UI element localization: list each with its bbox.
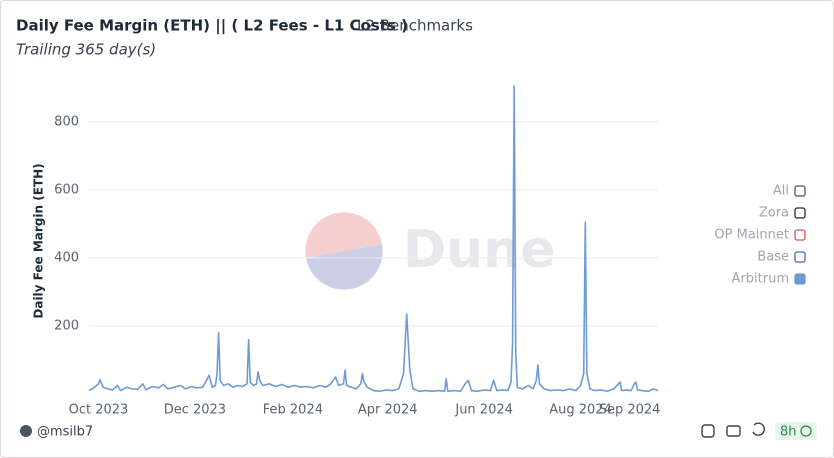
legend-label: OP Mainnet xyxy=(714,228,789,243)
chart-category: L2 Benchmarks xyxy=(357,17,473,35)
camera-icon[interactable] xyxy=(726,425,741,437)
share-icon[interactable] xyxy=(701,424,715,438)
line xyxy=(88,85,659,393)
x-tick-label: Sep 2024 xyxy=(599,403,661,418)
legend-label: Zora xyxy=(759,206,789,221)
y-tick-label: 200 xyxy=(54,318,79,333)
watermark-top xyxy=(305,212,382,258)
watermark-text: Dune xyxy=(403,220,555,280)
legend-box xyxy=(794,185,806,197)
legend-box xyxy=(794,273,806,285)
x-tick-label: Aug 2024 xyxy=(549,403,612,418)
refresh-icon[interactable] xyxy=(752,422,765,436)
age: 8h xyxy=(780,425,797,440)
x-tick-label: Oct 2023 xyxy=(69,403,129,418)
avatar xyxy=(20,425,32,437)
author[interactable]: @msilb7 xyxy=(37,425,93,440)
legend-box xyxy=(794,229,806,241)
legend-box xyxy=(794,207,806,219)
footer: @msilb7 8h xyxy=(20,422,817,440)
y-tick-label: 800 xyxy=(54,114,79,129)
y-tick-label: 400 xyxy=(54,250,79,265)
chart-title: Daily Fee Margin (ETH) || ( L2 Fees - L1… xyxy=(16,17,408,36)
legend-label: Arbitrum xyxy=(732,272,789,287)
legend-box xyxy=(794,251,806,263)
x-tick-label: Dec 2023 xyxy=(164,403,226,418)
watermark-bottom xyxy=(306,244,383,290)
chart-subtitle: Trailing 365 day(s) xyxy=(16,41,156,59)
watermark: Dune xyxy=(305,212,555,290)
x-tick-label: Feb 2024 xyxy=(263,403,323,418)
legend-label: All xyxy=(773,184,789,199)
age-check xyxy=(800,425,812,437)
legend-label: Base xyxy=(757,250,789,265)
y-tick-label: 600 xyxy=(54,182,79,197)
x-tick-label: Jun 2024 xyxy=(454,403,513,418)
x-tick-label: Apr 2024 xyxy=(358,403,418,418)
y-axis-label: Daily Fee Margin (ETH) xyxy=(32,163,46,318)
